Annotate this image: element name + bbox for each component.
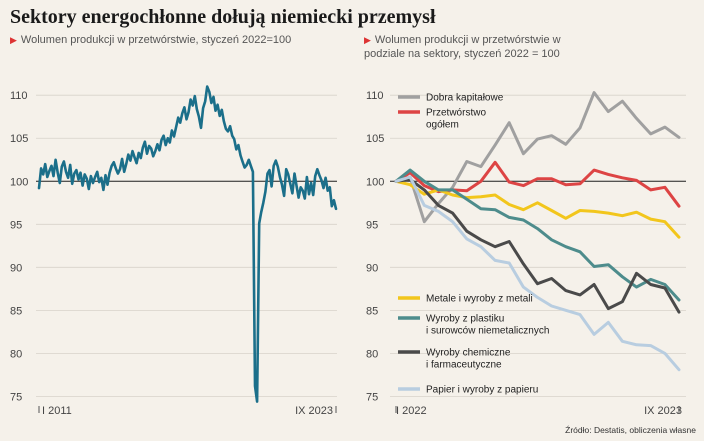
y-tick-label: 80 (366, 348, 378, 360)
series-line-wyroby-z-plastiku-i-surowców-niemetalicznych (394, 168, 681, 302)
legend-label: Metale i wyroby z metali (426, 294, 533, 305)
y-tick-label: 80 (10, 348, 22, 360)
right-subtitle: ▶ Wolumen produkcji w przetwórstwie w pod… (364, 33, 564, 61)
y-tick-label: 85 (366, 305, 378, 317)
x-tick-label: I 2022 (396, 405, 427, 417)
page-title: Sektory energochłonne dołują niemiecki p… (10, 6, 436, 28)
x-tick-label: I 2011 (42, 405, 72, 417)
y-tick-label: 75 (366, 391, 378, 403)
legend-label: Wyroby chemiczne i farmaceutyczne (426, 348, 511, 371)
y-tick-label: 90 (10, 262, 22, 274)
y-tick-label: 110 (10, 90, 28, 102)
series-line-dobra-kapitałowe (394, 91, 681, 224)
series-line-przetwórstwo-ogółem (394, 160, 681, 208)
left-subtitle-text: Wolumen produkcji w przetwórstwie, stycz… (20, 34, 292, 46)
legend-label: Papier i wyroby z papieru (426, 385, 538, 396)
x-tick-label: IX 2023 (295, 405, 333, 417)
right-subtitle-text: Wolumen produkcji w przetwórstwie w podz… (364, 34, 561, 60)
triangle-marker-icon: ▶ (10, 35, 17, 45)
left-subtitle: ▶ Wolumen produkcji w przetwórstwie, styc… (10, 33, 291, 47)
y-tick-label: 105 (10, 133, 28, 145)
y-tick-label: 75 (10, 391, 22, 403)
x-tick-label: IX 2023 (644, 405, 682, 417)
y-tick-label: 95 (10, 219, 22, 231)
legend-label: Przetwórstwo ogółem (426, 108, 486, 131)
triangle-marker-icon: ▶ (364, 35, 371, 45)
series-line-wyroby-chemiczne-i-farmaceutyczne (394, 178, 681, 314)
y-tick-label: 95 (366, 219, 378, 231)
legend-label: Wyroby z plastiku i surowców niemetaliczn… (426, 314, 549, 337)
series-line-papier-i-wyroby-z-papieru (394, 175, 681, 372)
source-note: Źródło: Destatis, obliczenia własne (565, 425, 696, 435)
series-line-metale-i-wyroby-z-metali (394, 179, 681, 239)
y-tick-label: 100 (366, 176, 384, 188)
legend-label: Dobra kapitałowe (426, 93, 504, 104)
y-tick-label: 100 (10, 176, 28, 188)
series-line-production-volume (37, 85, 338, 403)
y-tick-label: 110 (366, 90, 384, 102)
y-tick-label: 90 (366, 262, 378, 274)
y-tick-label: 105 (366, 133, 384, 145)
y-tick-label: 85 (10, 305, 22, 317)
